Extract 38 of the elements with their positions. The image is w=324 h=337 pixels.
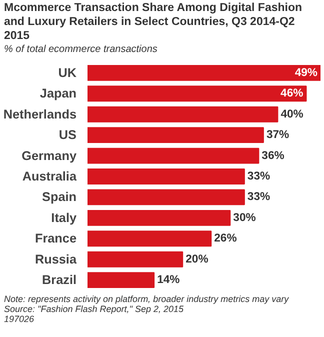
bar xyxy=(88,272,155,288)
data-label: 37% xyxy=(266,128,290,141)
bar xyxy=(88,251,184,267)
bar xyxy=(88,210,231,226)
data-label: 40% xyxy=(280,108,304,120)
data-label: 36% xyxy=(262,149,284,162)
y-tick-label: Italy xyxy=(51,210,77,225)
bar xyxy=(88,106,278,122)
y-tick-label: Spain xyxy=(42,190,77,204)
data-label: 20% xyxy=(186,253,208,266)
y-tick-label: Japan xyxy=(40,86,77,100)
y-tick-label: Russia xyxy=(34,252,78,266)
y-tick-label: Germany xyxy=(22,148,77,162)
bar xyxy=(88,148,260,164)
y-tick-label: UK xyxy=(58,66,78,80)
y-tick-label: France xyxy=(34,231,77,246)
bar xyxy=(88,85,307,102)
bar xyxy=(88,126,264,143)
text: 197026 xyxy=(4,314,34,325)
y-tick-label: Netherlands xyxy=(3,107,77,122)
data-label: 33% xyxy=(247,170,270,182)
text: Note: represents activity on platform, broader industry metrics may vary xyxy=(4,294,289,304)
data-label: 33% xyxy=(247,190,270,203)
y-tick-label: Australia xyxy=(22,169,78,184)
y-tick-label: Brazil xyxy=(42,272,77,287)
data-label: 46% xyxy=(280,87,304,100)
chart-title: Mcommerce Transaction Share Among Digital Fashion and Luxury Retailers in Select Countries, Q3 2014-Q2 2015 xyxy=(4,2,304,44)
data-label: 14% xyxy=(157,274,180,286)
source-note: Source: "Fashion Flash Report," Sep 2, 2015 xyxy=(4,304,184,314)
bar xyxy=(88,230,212,246)
data-label: 26% xyxy=(214,232,237,244)
data-label: 49% xyxy=(294,66,318,79)
bar xyxy=(88,188,245,205)
data-label: 30% xyxy=(233,212,256,224)
y-tick-label: US xyxy=(58,128,77,142)
bar xyxy=(88,168,245,184)
bar xyxy=(88,64,320,81)
chart-subtitle: % of total ecommerce transactions xyxy=(4,43,158,58)
